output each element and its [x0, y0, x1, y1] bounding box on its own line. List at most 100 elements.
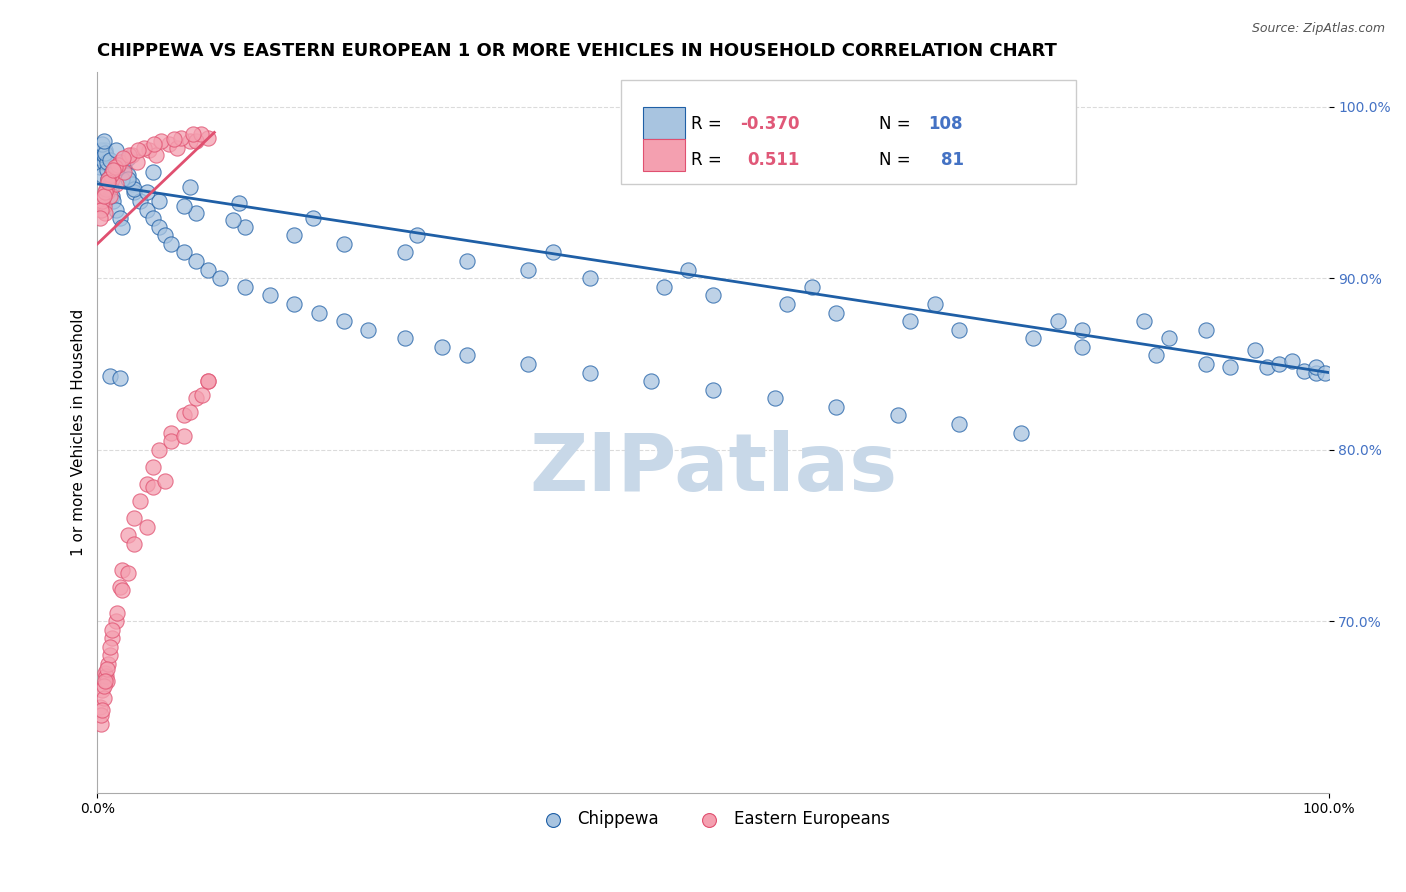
- Point: [541, 245, 564, 260]
- Point: [89, 211, 111, 226]
- Point: [301, 211, 323, 226]
- Point: [1219, 360, 1241, 375]
- Point: [142, 459, 165, 474]
- Point: [104, 202, 127, 217]
- Point: [124, 186, 146, 200]
- Text: ZIPatlas: ZIPatlas: [529, 430, 897, 508]
- Point: [121, 177, 143, 191]
- Point: [160, 425, 183, 440]
- Point: [191, 388, 214, 402]
- Point: [1292, 364, 1315, 378]
- Point: [93, 154, 115, 169]
- Point: [94, 669, 117, 683]
- Point: [101, 189, 124, 203]
- Point: [98, 153, 121, 167]
- Point: [678, 262, 700, 277]
- Point: [825, 305, 848, 319]
- Point: [143, 137, 166, 152]
- Point: [91, 703, 114, 717]
- Point: [197, 262, 219, 277]
- Point: [456, 254, 478, 268]
- Point: [160, 236, 183, 251]
- Point: [173, 409, 195, 423]
- Point: [114, 160, 136, 174]
- Point: [97, 171, 120, 186]
- FancyBboxPatch shape: [643, 107, 685, 138]
- Point: [93, 674, 115, 689]
- Point: [1256, 360, 1278, 375]
- Point: [117, 169, 139, 183]
- Point: [150, 134, 173, 148]
- Point: [825, 400, 848, 414]
- Text: 81: 81: [941, 151, 963, 169]
- Point: [1305, 360, 1327, 375]
- Point: [898, 314, 921, 328]
- Point: [233, 219, 256, 234]
- Point: [184, 254, 207, 268]
- Point: [228, 195, 250, 210]
- Point: [157, 137, 180, 152]
- Point: [1046, 314, 1069, 328]
- Text: 0.511: 0.511: [748, 151, 800, 169]
- Point: [91, 682, 114, 697]
- Point: [776, 297, 799, 311]
- Point: [1022, 331, 1045, 345]
- Point: [98, 189, 121, 203]
- Point: [179, 405, 201, 419]
- Point: [97, 657, 120, 671]
- Point: [124, 182, 146, 196]
- Point: [91, 137, 114, 152]
- Point: [886, 409, 908, 423]
- Point: [129, 494, 152, 508]
- Point: [100, 169, 122, 183]
- Point: [129, 194, 152, 208]
- Point: [332, 236, 354, 251]
- Point: [124, 511, 146, 525]
- Text: R =: R =: [690, 151, 727, 169]
- Point: [173, 429, 195, 443]
- Point: [579, 271, 602, 285]
- Point: [148, 442, 170, 457]
- Point: [98, 177, 121, 191]
- Point: [111, 563, 134, 577]
- Point: [111, 583, 134, 598]
- Point: [96, 186, 118, 200]
- Point: [96, 674, 118, 689]
- Point: [142, 211, 165, 226]
- Point: [96, 662, 118, 676]
- Point: [148, 194, 170, 208]
- Point: [153, 474, 176, 488]
- Point: [1194, 323, 1216, 337]
- Point: [127, 143, 149, 157]
- Point: [153, 228, 176, 243]
- Point: [108, 580, 131, 594]
- Point: [93, 189, 115, 203]
- Point: [104, 160, 127, 174]
- Point: [145, 147, 167, 161]
- Point: [924, 297, 946, 311]
- Point: [179, 180, 201, 194]
- Point: [233, 280, 256, 294]
- FancyBboxPatch shape: [620, 79, 1076, 184]
- Point: [148, 219, 170, 234]
- Legend: Chippewa, Eastern Europeans: Chippewa, Eastern Europeans: [529, 804, 897, 835]
- Point: [1305, 366, 1327, 380]
- Y-axis label: 1 or more Vehicles in Household: 1 or more Vehicles in Household: [72, 309, 86, 557]
- Point: [105, 161, 128, 176]
- Point: [357, 323, 380, 337]
- Point: [430, 340, 453, 354]
- Point: [184, 134, 207, 148]
- Point: [97, 175, 120, 189]
- Point: [103, 194, 125, 208]
- Point: [1313, 366, 1336, 380]
- Point: [90, 151, 112, 165]
- Text: Source: ZipAtlas.com: Source: ZipAtlas.com: [1251, 22, 1385, 36]
- Point: [91, 194, 114, 208]
- Point: [98, 648, 121, 663]
- Point: [135, 520, 157, 534]
- Point: [112, 151, 135, 165]
- Point: [1133, 314, 1156, 328]
- Point: [948, 417, 970, 431]
- Point: [197, 374, 219, 388]
- Point: [179, 134, 201, 148]
